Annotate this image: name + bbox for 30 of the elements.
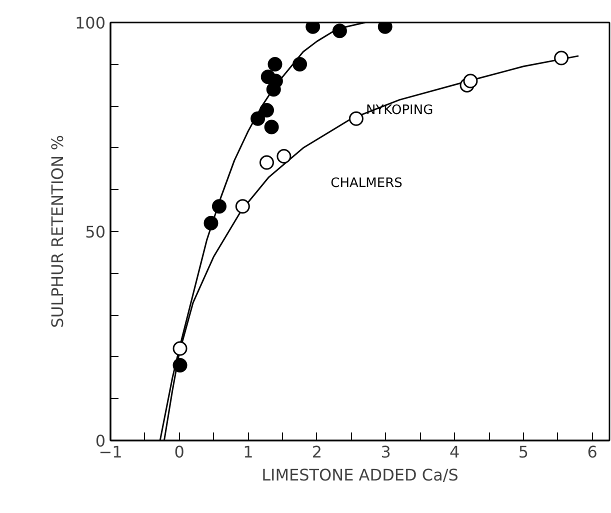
annotation: NYKOPING	[366, 102, 434, 118]
point	[204, 216, 218, 230]
point	[260, 70, 276, 84]
point	[264, 120, 279, 134]
point	[276, 149, 292, 164]
x-tick-label: 1	[243, 442, 254, 462]
x-tick-label: 3	[380, 442, 391, 462]
x-tick-label: 5	[518, 442, 529, 462]
point	[554, 50, 569, 66]
point	[212, 199, 226, 214]
point	[235, 199, 250, 214]
point	[463, 74, 478, 88]
point	[348, 111, 364, 126]
x-tick-label: 6	[587, 442, 598, 462]
y-tick-label: 50	[85, 222, 106, 242]
point	[268, 57, 282, 72]
x-tick-label: 2	[312, 442, 322, 462]
point	[292, 57, 308, 72]
x-tick-label: 4	[450, 442, 460, 462]
point	[172, 341, 188, 356]
point	[259, 103, 274, 118]
annotation: CHALMERS	[330, 176, 402, 191]
x-axis-title: LIMESTONE ADDED Ca/S	[262, 466, 458, 484]
x-tick-label: 0	[174, 442, 184, 462]
point	[332, 24, 347, 38]
y-tick-label: 100	[74, 14, 106, 32]
point	[259, 155, 274, 170]
y-axis-title: SULPHUR RETENTION %	[48, 135, 67, 328]
point	[172, 358, 188, 372]
point	[250, 111, 266, 126]
